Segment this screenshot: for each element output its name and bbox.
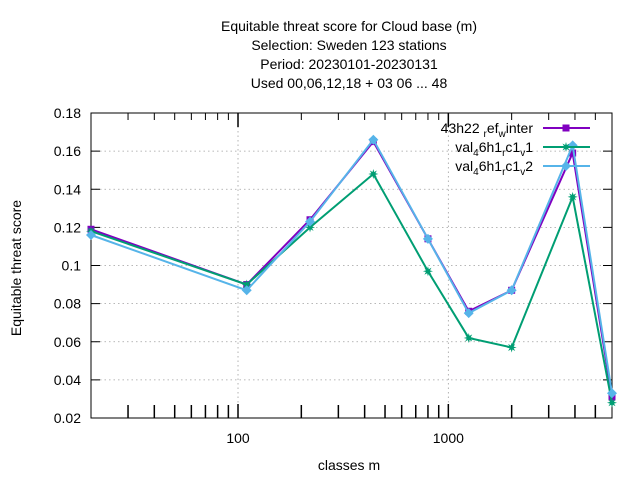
data-point [241,285,252,296]
data-point [422,266,433,277]
data-point [368,134,379,145]
series [86,134,617,408]
y-tick-label: 0.02 [54,410,81,426]
y-tick-label: 0.18 [54,105,81,121]
x-axis-label: classes m [318,457,380,473]
series-2 [86,169,617,408]
y-tick-label: 0.14 [54,181,81,197]
data-point [607,388,617,399]
data-point [562,124,570,132]
axis-ticks [91,112,612,419]
data-point [567,191,578,202]
series-3 [86,134,617,399]
title-line: Selection: Sweden 123 stations [251,37,446,53]
title-line: Period: 20230101-20230131 [260,56,438,72]
x-tick-label: 1000 [433,430,464,446]
y-tick-label: 0.04 [54,372,81,388]
data-point [506,285,517,296]
legend-label: val46h1rc1v1 [455,139,533,159]
y-axis-label: Equitable threat score [8,200,24,336]
series-line [90,139,613,398]
data-point [463,308,474,319]
series-1 [87,138,616,401]
data-point [305,216,316,227]
title-line: Used 00,06,12,18 + 03 06 ... 48 [251,75,448,91]
legend-entry-1: 43h22 refwinter [441,120,590,140]
y-tick-label: 0.1 [62,258,82,274]
y-tick-labels: 0.02 0.04 0.06 0.08 0.1 0.12 0.14 0.16 0.18 [54,105,81,426]
y-tick-label: 0.16 [54,143,81,159]
plot-frame [90,112,613,419]
legend-label: val46h1rc1v2 [455,158,533,178]
data-point [561,142,571,152]
y-tick-label: 0.06 [54,334,81,350]
data-point [86,230,96,240]
series-line [90,137,613,394]
series-line [90,172,613,403]
x-tick-labels: 100 1000 [226,430,464,446]
legend-label: 43h22 refwinter [441,120,534,140]
title-line: Equitable threat score for Cloud base (m… [221,18,477,34]
data-point [506,342,517,353]
data-point [569,149,577,157]
y-tick-label: 0.12 [54,219,81,235]
legend-entry-2: val46h1rc1v1 [455,139,590,159]
x-tick-label: 100 [226,430,250,446]
data-point [422,233,433,244]
data-point [561,161,571,171]
data-point [567,140,578,151]
data-point [607,397,617,408]
data-point [463,332,474,343]
data-point [368,169,379,179]
legend-entry-3: val46h1rc1v2 [455,158,590,178]
grid [91,113,612,418]
chart-title: Equitable threat score for Cloud base (m… [221,18,477,91]
y-tick-label: 0.08 [54,296,81,312]
